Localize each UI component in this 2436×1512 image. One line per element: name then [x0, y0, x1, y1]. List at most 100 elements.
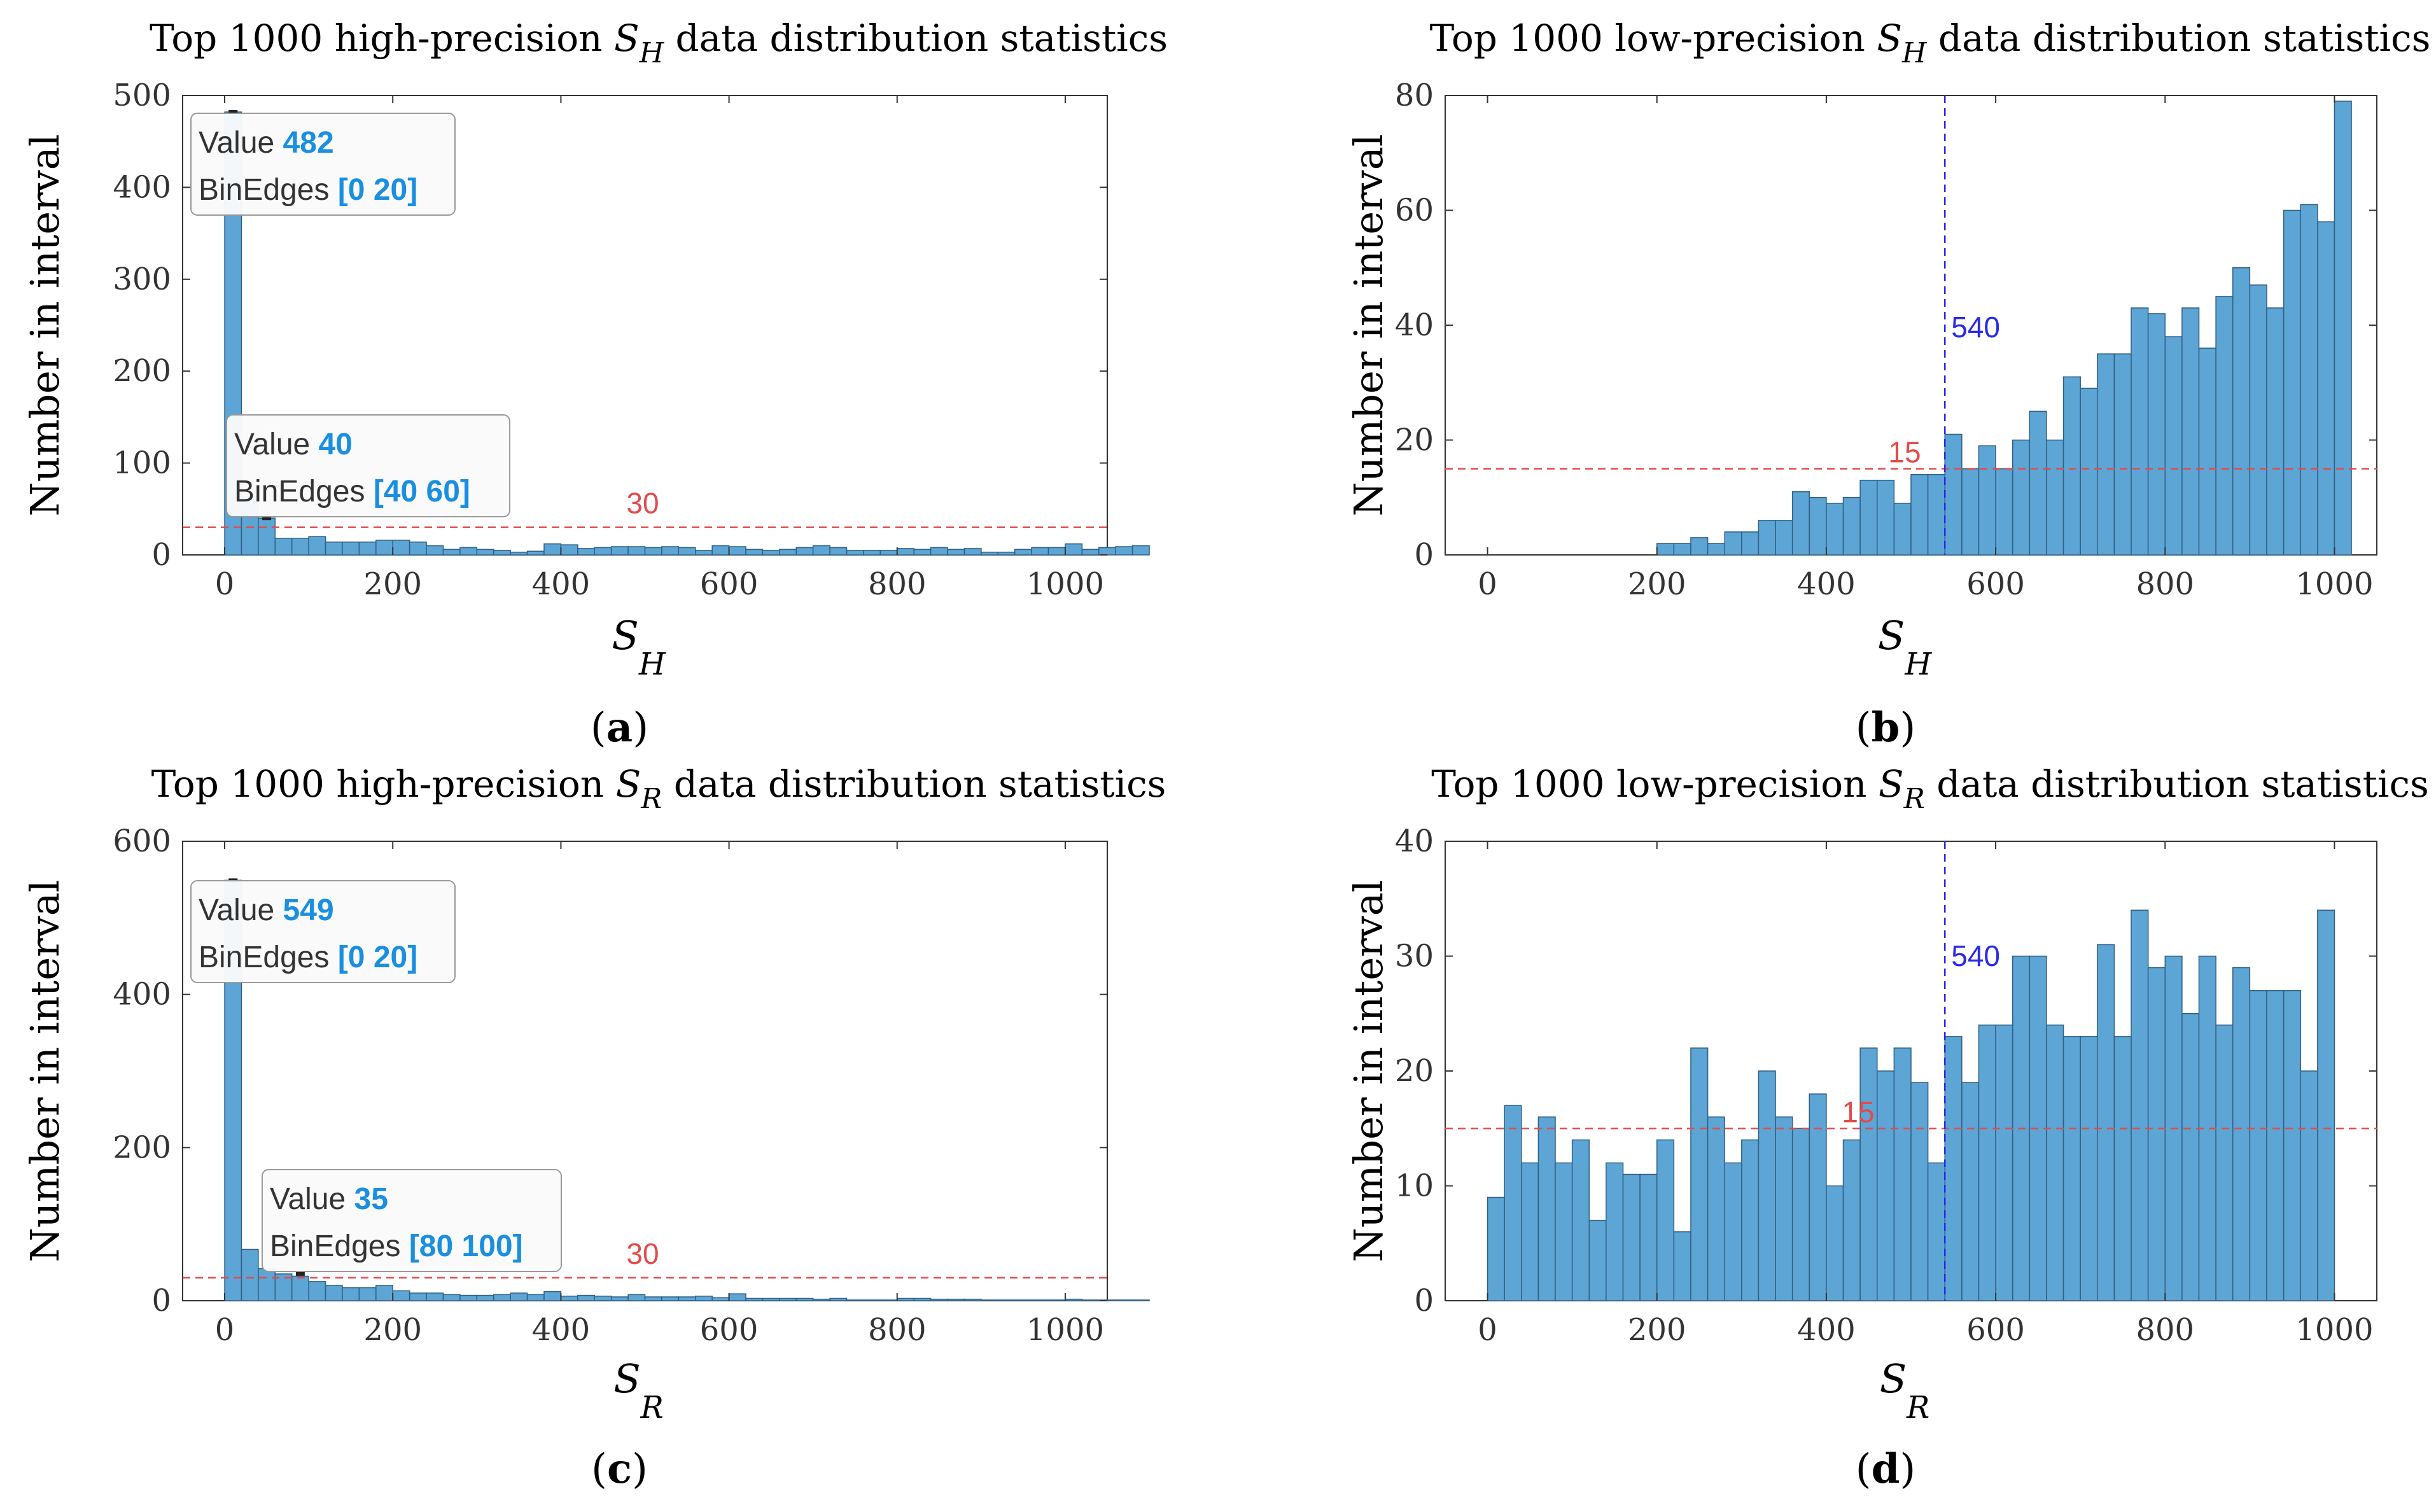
- histogram-bar: [2062, 376, 2081, 556]
- histogram-bar: [779, 1298, 797, 1301]
- histogram-bar: [1047, 1299, 1066, 1301]
- histogram-bar: [997, 1299, 1016, 1301]
- x-tick-label: 600: [700, 566, 759, 602]
- histogram-bar: [1673, 1231, 1691, 1301]
- x-tick-label: 800: [2136, 566, 2194, 602]
- chart-panel-b: 0 200 400 600 800 1000 0 20 40 60 80 15 540 Top 1000 …: [1345, 17, 2430, 752]
- histogram-bar: [779, 549, 797, 556]
- y-tick-label: 200: [113, 353, 171, 389]
- y-tick-label: 30: [1395, 939, 1434, 974]
- data-tip[interactable]: Value 35 BinEdges [80 100]: [262, 1169, 562, 1276]
- histogram-bar: [1014, 1299, 1032, 1301]
- histogram-bar: [795, 1298, 814, 1301]
- y-tick-label: 0: [1414, 1283, 1434, 1319]
- data-tip-value: 549: [283, 893, 334, 927]
- data-tip-value: 40: [319, 428, 353, 461]
- histogram-bar: [2249, 284, 2267, 556]
- histogram-bar: [728, 546, 746, 556]
- histogram-bar: [897, 548, 914, 556]
- histogram-bar: [2334, 101, 2352, 556]
- x-tick-label: 200: [1628, 1312, 1686, 1348]
- bars: [224, 879, 1150, 1301]
- data-tip-value-label: Value 35: [270, 1182, 388, 1216]
- histogram-bar: [1826, 1185, 1844, 1301]
- histogram-bar: [560, 544, 578, 556]
- histogram-bar: [2131, 307, 2149, 556]
- histogram-bar: [695, 1296, 713, 1301]
- histogram-bar: [442, 549, 461, 556]
- histogram-bar: [258, 517, 276, 556]
- histogram-bar: [308, 1281, 326, 1301]
- x-tick-label: 600: [1966, 566, 2025, 602]
- histogram-bar: [812, 1298, 830, 1301]
- chart-panel-a: 0 200 400 600 800 1000 0 100 200 300 400 500 30 Value…: [22, 17, 1168, 752]
- y-tick-label: 300: [113, 262, 171, 297]
- histogram-bar: [963, 1298, 982, 1301]
- histogram-bar: [879, 550, 898, 556]
- histogram-bar: [1521, 1162, 1539, 1301]
- histogram-bar: [610, 546, 629, 556]
- y-tick-label: 0: [151, 1283, 171, 1319]
- histogram-bar: [375, 540, 393, 556]
- histogram-bar: [1690, 537, 1709, 556]
- data-tip[interactable]: Value 40 BinEdges [40 60]: [226, 414, 510, 521]
- histogram-bar: [1656, 543, 1675, 556]
- histogram-bar: [863, 1299, 881, 1301]
- bars: [1656, 101, 2352, 556]
- histogram-bar: [1893, 503, 1912, 556]
- histogram-bar: [1571, 1139, 1590, 1301]
- panel-label: (d): [1856, 1445, 1916, 1493]
- histogram-bar: [2215, 296, 2234, 556]
- y-axis-label: Number in interval: [1345, 880, 1392, 1263]
- histogram-bar: [409, 1292, 427, 1301]
- histogram-bar: [762, 550, 780, 556]
- data-tip-marker: [295, 1271, 305, 1276]
- histogram-bar: [1978, 445, 1996, 556]
- data-tip[interactable]: Value 482 BinEdges [0 20]: [190, 109, 456, 216]
- x-tick-label: 400: [1797, 566, 1856, 602]
- histogram-bar: [1487, 1196, 1505, 1301]
- histogram-bar: [1809, 1093, 1827, 1301]
- data-tip-edges: [0 20]: [338, 173, 417, 207]
- histogram-bar: [1910, 473, 1929, 556]
- histogram-bar: [1961, 1082, 1980, 1301]
- histogram-bar: [1724, 531, 1742, 556]
- histogram-bar: [2181, 1013, 2200, 1301]
- data-tip-box: [190, 113, 456, 216]
- x-tick-label: 0: [1478, 566, 1497, 602]
- histogram-bar: [459, 547, 478, 556]
- x-tick-label: 0: [1478, 1312, 1497, 1348]
- histogram-bar: [2198, 347, 2216, 556]
- x-tick-label: 800: [868, 1312, 927, 1348]
- x-tick-label: 1000: [1026, 566, 1104, 602]
- histogram-bar: [2046, 439, 2064, 556]
- x-tick-label: 800: [2136, 1312, 2194, 1348]
- y-tick-label: 40: [1395, 307, 1434, 343]
- histogram-bar: [342, 1287, 360, 1301]
- histogram-bar: [476, 1294, 494, 1301]
- histogram-bar: [510, 551, 528, 556]
- histogram-bar: [644, 1296, 662, 1301]
- histogram-bar: [358, 1287, 377, 1301]
- histogram-bar: [2097, 944, 2115, 1301]
- histogram-bar: [1758, 1070, 1776, 1301]
- histogram-bar: [1809, 497, 1827, 556]
- data-tip[interactable]: Value 549 BinEdges [0 20]: [190, 878, 456, 983]
- histogram-bar: [1673, 543, 1691, 556]
- histogram-bar: [342, 542, 360, 556]
- y-tick-label: 400: [113, 169, 171, 205]
- histogram-bar: [1961, 468, 1980, 556]
- histogram-bar: [2300, 204, 2318, 556]
- panel-label: (a): [591, 704, 648, 752]
- y-tick-label: 500: [113, 78, 171, 113]
- histogram-bar: [325, 542, 343, 556]
- histogram-bar: [947, 1298, 965, 1301]
- marker-label: 540: [1951, 939, 2000, 972]
- histogram-bar: [2113, 353, 2132, 556]
- histogram-bar: [745, 1298, 764, 1301]
- histogram-bar: [2029, 410, 2047, 556]
- x-tick-label: 200: [1628, 566, 1686, 602]
- histogram-bar: [1131, 1299, 1150, 1301]
- histogram-bar: [1014, 549, 1032, 556]
